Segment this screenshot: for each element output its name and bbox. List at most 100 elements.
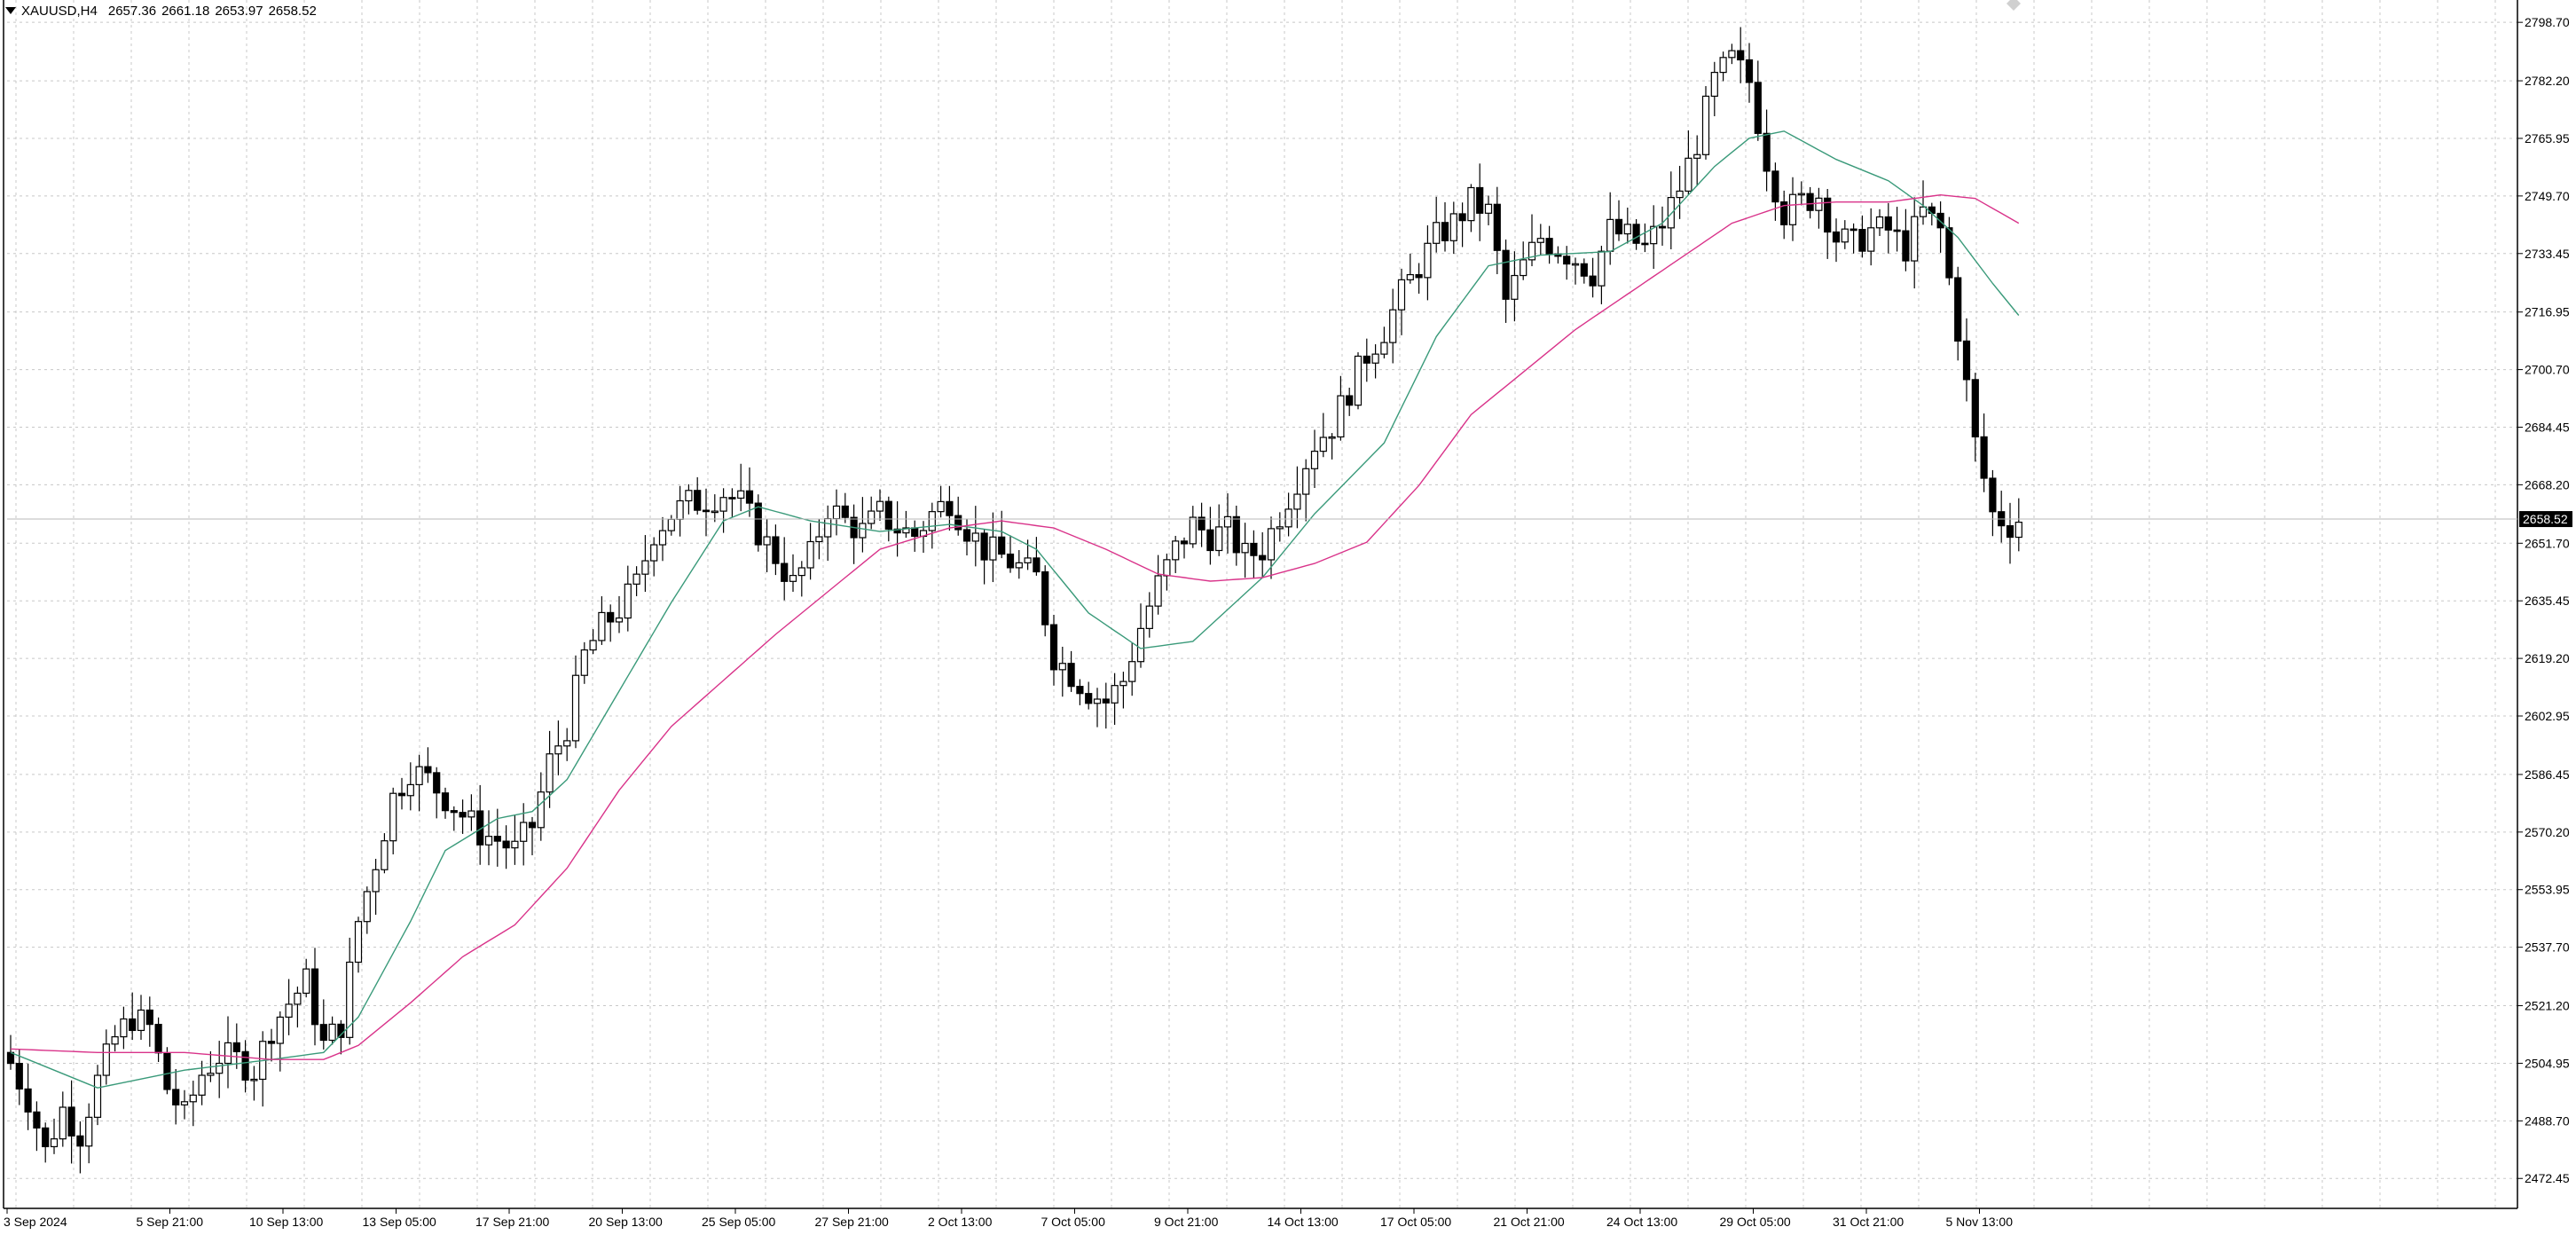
candle	[1850, 223, 1857, 254]
candle	[1936, 201, 1944, 253]
time-tick-label: 7 Oct 05:00	[1041, 1215, 1106, 1229]
chart-header: XAUUSD,H4 2657.36 2661.18 2653.97 2658.5…	[5, 2, 322, 20]
candle	[781, 537, 789, 601]
candle	[1293, 466, 1301, 529]
candle	[389, 787, 397, 854]
candle	[216, 1041, 224, 1098]
candle	[1076, 679, 1084, 705]
candle	[85, 1103, 93, 1164]
price-axis[interactable]: 2798.70 2782.20 2765.95 2749.70 2733.45 2716.…	[2517, 15, 2570, 1185]
candle	[1737, 27, 1745, 83]
candle	[1893, 207, 1901, 252]
price-tick-label: 2716.95	[2525, 305, 2570, 319]
candle	[120, 1006, 128, 1050]
symbol-label: XAUUSD,H4	[21, 3, 98, 19]
price-tick-label: 2570.20	[2525, 825, 2570, 839]
candle	[1006, 535, 1015, 573]
candle	[241, 1040, 249, 1093]
candle	[1111, 673, 1119, 725]
time-tick-label: 13 Sep 05:00	[363, 1215, 437, 1229]
candle	[1797, 181, 1805, 206]
time-tick-label: 2 Oct 13:00	[928, 1215, 993, 1229]
candle	[815, 519, 823, 560]
candle	[1093, 688, 1102, 728]
candle	[1310, 429, 1319, 489]
candle	[1259, 531, 1267, 578]
candle	[797, 561, 805, 597]
candle	[145, 996, 153, 1047]
candle	[441, 787, 450, 819]
candle	[1389, 288, 1397, 364]
candle	[1198, 502, 1206, 547]
candle	[250, 1066, 258, 1101]
candle	[1354, 352, 1363, 410]
time-tick-label: 17 Oct 05:00	[1380, 1215, 1451, 1229]
candle	[754, 494, 762, 552]
time-tick-label: 24 Oct 13:00	[1606, 1215, 1677, 1229]
candle	[33, 1101, 41, 1152]
candle	[1145, 592, 1153, 638]
candle	[129, 992, 137, 1041]
price-tick-label: 2553.95	[2525, 883, 2570, 897]
chart-grid	[3, 0, 2518, 1209]
time-tick-label: 31 Oct 21:00	[1833, 1215, 1904, 1229]
candle	[685, 484, 693, 515]
candle	[1824, 188, 1832, 259]
candle	[459, 799, 467, 834]
price-tick-label: 2472.45	[2525, 1171, 2570, 1185]
time-tick-label: 14 Oct 13:00	[1268, 1215, 1339, 1229]
candle	[1328, 433, 1336, 460]
candle	[1884, 202, 1892, 254]
candle	[1589, 257, 1597, 298]
candle	[1780, 190, 1788, 240]
candle	[163, 1047, 171, 1095]
candle	[1058, 646, 1066, 697]
triangle-down-icon[interactable]	[5, 7, 16, 14]
candle	[694, 476, 702, 515]
price-tick-label: 2635.45	[2525, 594, 2570, 608]
candle	[1658, 206, 1667, 246]
candle	[310, 948, 319, 1046]
time-tick-label: 9 Oct 21:00	[1154, 1215, 1219, 1229]
ma-slow-line	[10, 193, 2020, 1060]
time-tick-label: 27 Sep 21:00	[815, 1215, 890, 1229]
candle	[1267, 516, 1276, 579]
candle	[989, 512, 997, 583]
candle	[2006, 502, 2014, 564]
candle	[946, 485, 954, 531]
candle	[42, 1122, 50, 1163]
candle	[450, 806, 458, 831]
candle	[528, 816, 537, 855]
candle	[1484, 195, 1493, 225]
moving-average-lines	[10, 130, 2020, 1089]
candle	[641, 535, 649, 593]
current-price-box	[2519, 511, 2572, 528]
candle	[607, 604, 615, 642]
candle	[1815, 187, 1823, 229]
candle	[1406, 253, 1414, 284]
price-tick-label: 2586.45	[2525, 767, 2570, 782]
candle	[2014, 498, 2022, 552]
candle	[1397, 268, 1406, 335]
price-tick-label: 2504.95	[2525, 1056, 2570, 1070]
candle	[868, 496, 876, 530]
candle	[1667, 171, 1675, 250]
price-tick-label: 2684.45	[2525, 420, 2570, 434]
candle	[1206, 507, 1214, 565]
candle	[1867, 208, 1875, 266]
candle	[1049, 614, 1058, 686]
candle	[1754, 60, 1762, 141]
candle	[1284, 492, 1292, 537]
candle	[363, 886, 371, 934]
candle	[632, 566, 640, 596]
candle	[285, 979, 293, 1035]
candle	[571, 655, 580, 749]
candle	[806, 523, 814, 580]
candle	[397, 777, 406, 810]
candle	[563, 728, 571, 761]
candle	[1771, 162, 1779, 221]
time-axis[interactable]: 3 Sep 2024 5 Sep 21:00 10 Sep 13:00 13 Sep …	[4, 1208, 2013, 1229]
candlestick-series	[6, 27, 2022, 1174]
